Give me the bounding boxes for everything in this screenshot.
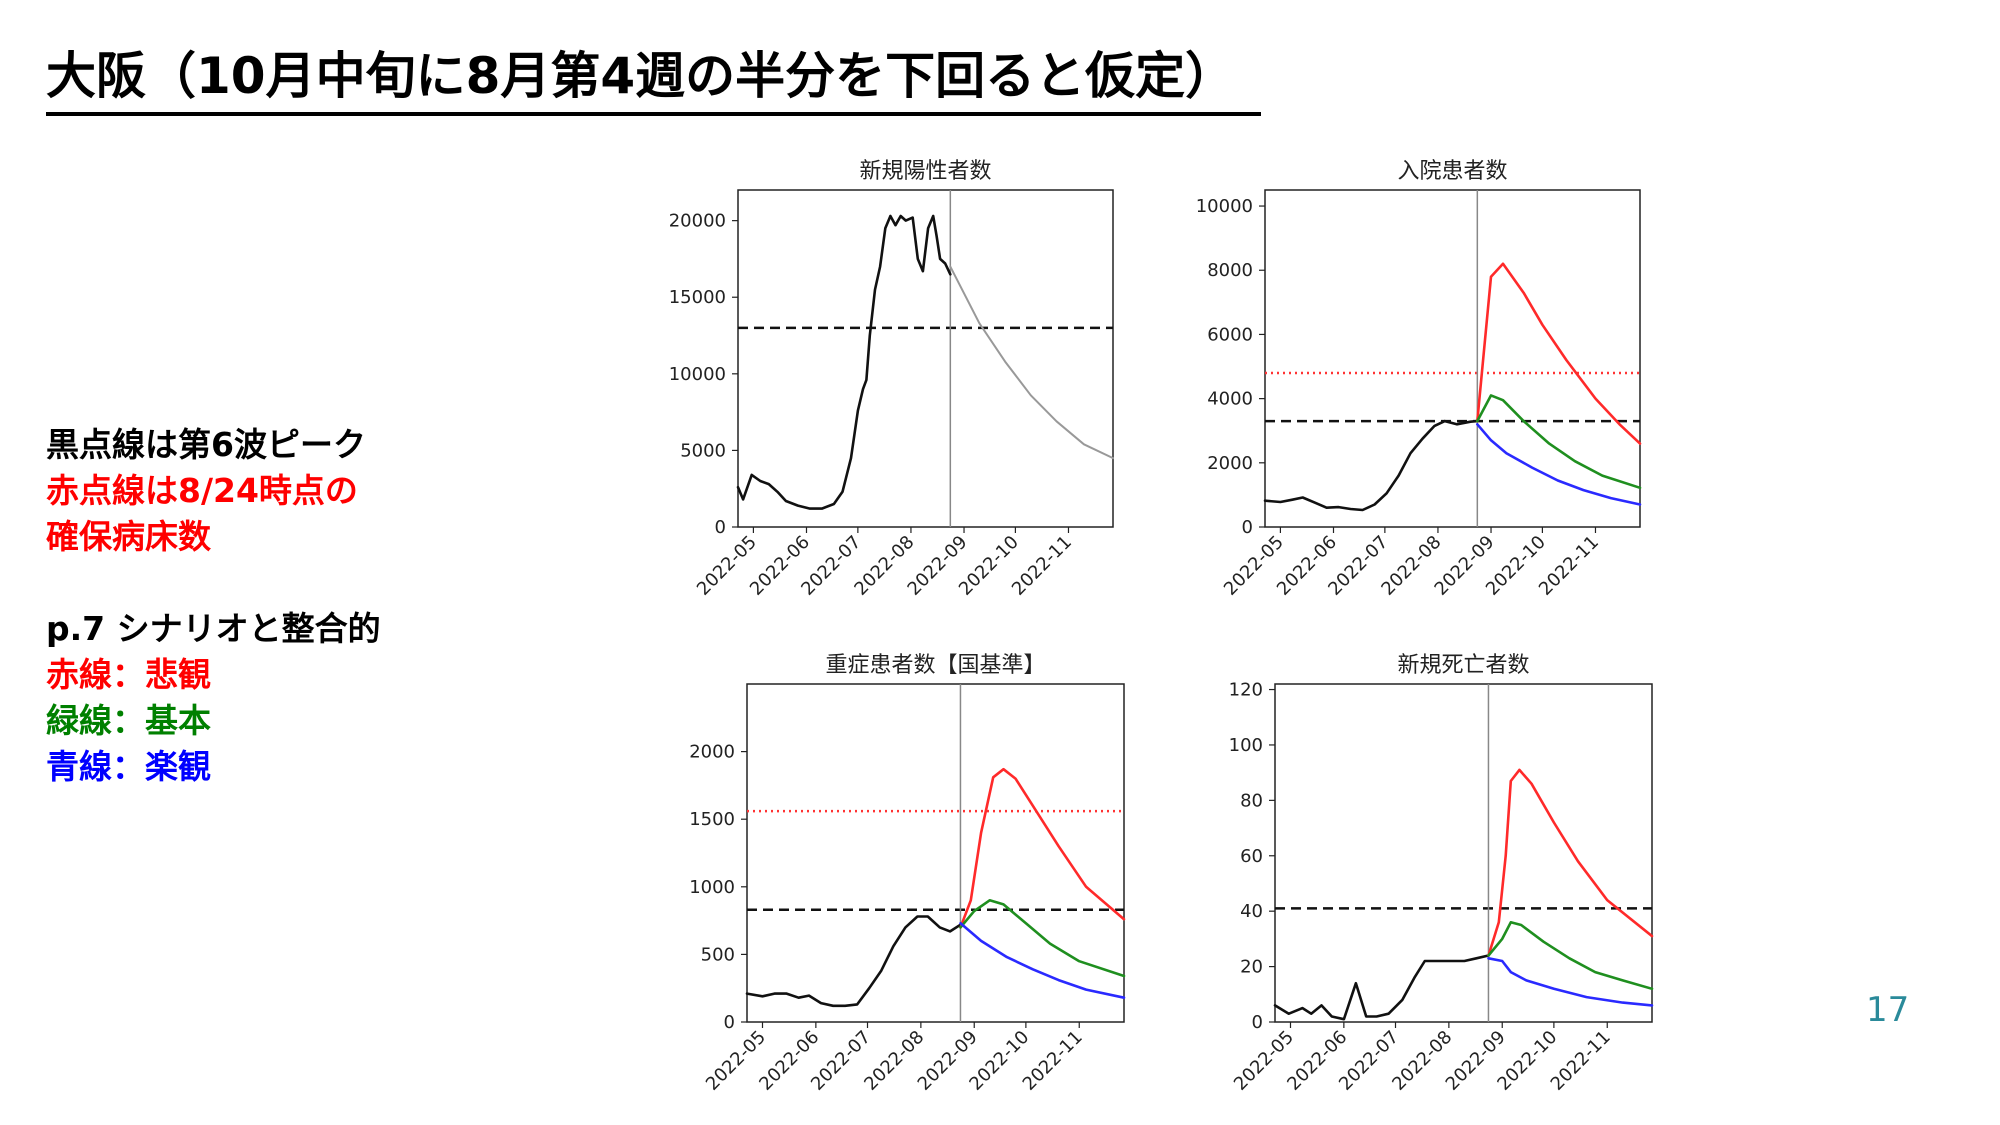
chart-1-ytick-label-4: 8000 [1207, 260, 1253, 281]
chart-0-ytick-label-2: 10000 [669, 364, 726, 385]
chart-0-frame [737, 189, 1114, 528]
chart-0-ytick-label-3: 15000 [669, 287, 726, 308]
chart-1-ytick-label-2: 4000 [1207, 389, 1253, 410]
chart-1-ytick-label-3: 6000 [1207, 324, 1253, 345]
page-title: 大阪（10月中旬に8月第4週の半分を下回ると仮定） [46, 40, 1262, 116]
chart-2-series-green [959, 898, 1126, 978]
chart-3-title: 新規死亡者数 [1397, 653, 1529, 678]
chart-2-ytick-label-0: 0 [724, 1012, 735, 1033]
chart-3-series-blue [1487, 956, 1654, 1007]
chart-1-title: 入院患者数 [1397, 159, 1507, 184]
chart-1-series-red [1476, 262, 1642, 445]
chart-1-series-green [1476, 394, 1642, 490]
chart-2-series-black [745, 915, 962, 1008]
chart-3-ytick-label-2: 40 [1240, 901, 1263, 922]
chart-2-ytick-label-2: 1000 [689, 877, 735, 898]
chart-2-title: 重症患者数【国基準】 [825, 653, 1045, 678]
legend-black-dotted: 黒点線は第6波ピーク [46, 425, 366, 464]
chart-3-ytick-label-3: 60 [1240, 846, 1263, 867]
legend-blue-line: 青線：楽観 [46, 747, 211, 786]
chart-2-ytick-label-3: 1500 [689, 809, 735, 830]
legend-red-line: 赤線：悲観 [46, 655, 211, 694]
chart-3-ytick-label-4: 80 [1240, 790, 1263, 811]
chart-3-frame [1274, 683, 1653, 1023]
chart-0-ytick-label-1: 5000 [680, 440, 726, 461]
legend-notes: 黒点線は第6波ピーク 赤点線は8/24時点の 確保病床数 p.7 シナリオと整合… [46, 422, 381, 790]
chart-3-ytick-label-0: 0 [1252, 1012, 1263, 1033]
chart-2-series-red [959, 767, 1126, 929]
legend-green-line: 緑線：基本 [46, 701, 211, 740]
chart-3-series-red [1487, 768, 1654, 957]
chart-1-ytick-label-1: 2000 [1207, 453, 1253, 474]
chart-1-frame [1264, 189, 1641, 528]
chart-3-series-green [1487, 920, 1654, 991]
chart-0-series-gray [949, 265, 1114, 460]
chart-3-ytick-label-1: 20 [1240, 957, 1263, 978]
legend-red-dotted-cont: 確保病床数 [46, 517, 211, 556]
chart-2-series-blue [959, 921, 1126, 1000]
chart-0-series-black [736, 214, 952, 510]
chart-2-ytick-label-4: 2000 [689, 742, 735, 763]
chart-3-series-black [1273, 954, 1490, 1021]
chart-3-xtick-label-6: 2022-11 [1547, 1027, 1615, 1095]
chart-1-ytick-label-5: 10000 [1196, 196, 1253, 217]
chart-3-ytick-label-5: 100 [1229, 735, 1263, 756]
page-number: 17 [1866, 990, 1910, 1030]
chart-0-ytick-label-4: 20000 [669, 211, 726, 232]
chart-0-title: 新規陽性者数 [859, 159, 991, 184]
chart-2-ytick-label-1: 500 [701, 944, 735, 965]
legend-scenario-note: p.7 シナリオと整合的 [46, 609, 381, 648]
chart-1-series-blue [1476, 422, 1642, 506]
chart-2-frame [746, 683, 1125, 1023]
chart-0-ytick-label-0: 0 [715, 517, 726, 538]
chart-3-ytick-label-6: 120 [1229, 680, 1263, 701]
chart-2-xtick-label-6: 2022-11 [1019, 1027, 1087, 1095]
chart-1-series-black [1263, 419, 1479, 512]
legend-red-dotted: 赤点線は8/24時点の [46, 471, 358, 510]
chart-1-ytick-label-0: 0 [1242, 517, 1253, 538]
